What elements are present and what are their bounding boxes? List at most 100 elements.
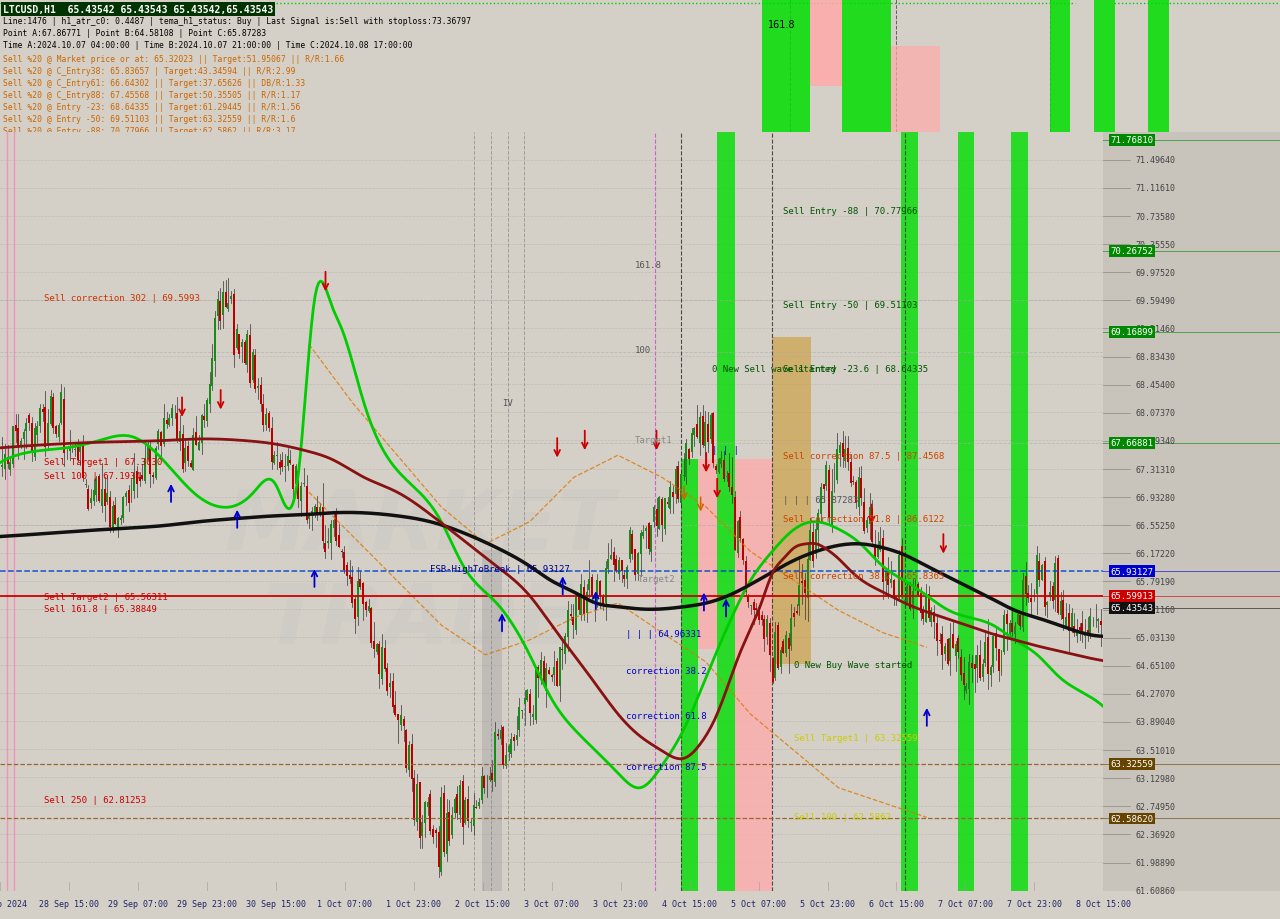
Bar: [626, 567, 628, 580]
Bar: [1084, 633, 1085, 636]
Bar: [483, 550, 502, 891]
Text: 68.07370: 68.07370: [1135, 409, 1175, 418]
Bar: [163, 418, 165, 444]
Bar: [658, 498, 660, 529]
Bar: [241, 343, 243, 347]
Bar: [448, 812, 451, 842]
Bar: [562, 649, 563, 651]
Bar: [814, 530, 817, 555]
Bar: [1097, 619, 1100, 621]
Bar: [416, 784, 419, 823]
Bar: [192, 436, 195, 471]
Bar: [268, 414, 270, 429]
Bar: [335, 515, 337, 541]
Bar: [165, 421, 168, 425]
Text: 0 New Buy Wave started: 0 New Buy Wave started: [795, 661, 913, 670]
Bar: [845, 449, 846, 461]
Bar: [445, 813, 448, 854]
Bar: [669, 487, 671, 509]
Bar: [838, 446, 841, 453]
Bar: [1062, 600, 1065, 619]
Bar: [1025, 576, 1027, 595]
Text: 65.59913: 65.59913: [1111, 592, 1153, 600]
Bar: [1087, 630, 1089, 634]
Bar: [806, 559, 809, 598]
Bar: [233, 295, 234, 356]
Bar: [745, 562, 746, 593]
Text: 3 Oct 07:00: 3 Oct 07:00: [525, 900, 579, 908]
Bar: [586, 592, 588, 614]
Bar: [1068, 614, 1070, 631]
Bar: [195, 433, 197, 445]
Text: 67.66881: 67.66881: [1111, 438, 1153, 448]
Bar: [637, 554, 639, 574]
Bar: [531, 714, 534, 717]
Bar: [960, 657, 963, 675]
Bar: [147, 448, 148, 460]
Text: Target161: 65.2362 -H- Target 161: 60.55506 -H- Target 250: 57.65626 || Target 4: Target161: 65.2362 -H- Target 161: 60.55…: [3, 139, 568, 148]
Bar: [438, 832, 439, 868]
Bar: [1148, 0, 1169, 133]
Text: Point A:67.86771 | Point B:64.58108 | Point C:65.87283: Point A:67.86771 | Point B:64.58108 | Po…: [3, 29, 266, 39]
Bar: [314, 506, 316, 514]
Bar: [384, 649, 385, 669]
Bar: [823, 485, 824, 490]
Bar: [311, 511, 312, 514]
Bar: [979, 655, 980, 678]
Bar: [330, 525, 332, 543]
Bar: [255, 356, 256, 390]
Bar: [941, 635, 943, 655]
Bar: [26, 423, 27, 432]
Bar: [246, 335, 248, 365]
Bar: [989, 667, 992, 675]
Bar: [1060, 601, 1061, 616]
Text: correction 87.5: correction 87.5: [626, 763, 707, 771]
Bar: [653, 507, 655, 522]
Text: 5 Oct 23:00: 5 Oct 23:00: [800, 900, 855, 908]
Bar: [858, 477, 860, 507]
Bar: [607, 560, 609, 570]
Text: 61.98890: 61.98890: [1135, 858, 1175, 868]
Bar: [223, 293, 224, 315]
Bar: [308, 516, 310, 519]
Bar: [677, 467, 680, 500]
Bar: [950, 638, 951, 662]
Bar: [1050, 0, 1070, 133]
Bar: [762, 0, 810, 133]
Text: Sell correction 302 | 69.5993: Sell correction 302 | 69.5993: [44, 294, 200, 302]
Bar: [116, 518, 119, 528]
Text: Sell %20 @ Entry -88: 70.77966 || Target:62.5862 || R/R:3.17: Sell %20 @ Entry -88: 70.77966 || Target…: [3, 127, 296, 136]
Text: 4 Oct 15:00: 4 Oct 15:00: [662, 900, 717, 908]
Bar: [157, 432, 160, 445]
Bar: [755, 608, 758, 611]
Bar: [1055, 563, 1056, 600]
Bar: [518, 707, 521, 731]
Text: 62.74950: 62.74950: [1135, 802, 1175, 811]
Bar: [901, 133, 918, 891]
Bar: [860, 479, 863, 498]
Bar: [901, 547, 902, 596]
Text: 64.27070: 64.27070: [1135, 689, 1175, 698]
Bar: [152, 475, 154, 478]
Bar: [182, 435, 183, 470]
Text: 69.59490: 69.59490: [1135, 297, 1175, 305]
Bar: [742, 539, 744, 561]
Bar: [550, 675, 553, 677]
Text: Sell correction 38.2 | 65.8365: Sell correction 38.2 | 65.8365: [783, 572, 945, 580]
Bar: [957, 639, 960, 652]
Bar: [928, 595, 929, 618]
Text: 65.41160: 65.41160: [1135, 606, 1175, 615]
Bar: [667, 503, 668, 505]
Bar: [836, 449, 838, 481]
Bar: [689, 449, 690, 460]
Bar: [865, 520, 868, 528]
Bar: [716, 466, 717, 471]
Text: 71.11610: 71.11610: [1135, 184, 1175, 193]
Bar: [18, 428, 19, 447]
Bar: [699, 417, 701, 444]
Bar: [931, 610, 932, 622]
Bar: [389, 684, 392, 687]
Text: 68.83430: 68.83430: [1135, 353, 1175, 362]
Bar: [992, 636, 995, 667]
Bar: [120, 518, 122, 520]
